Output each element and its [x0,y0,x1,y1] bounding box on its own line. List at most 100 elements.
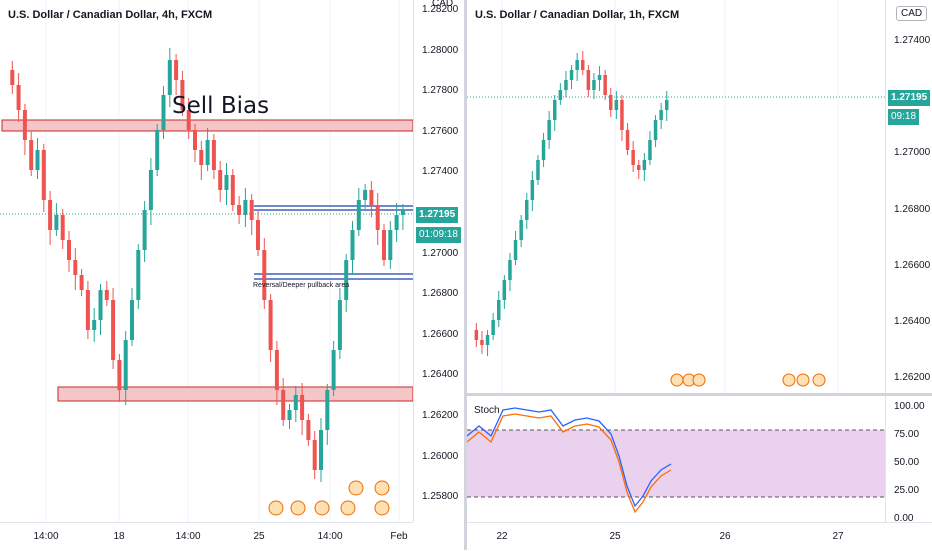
candle-body [186,110,191,130]
pane-divider[interactable] [464,0,467,550]
candle-body [230,175,235,205]
candle-body [148,170,153,210]
stoch-tick: 100.00 [894,401,925,412]
event-icon [796,373,810,387]
candle-body [155,130,160,170]
stoch-d-line [467,413,672,514]
left-time-axis[interactable]: 14:00 18 14:00 25 14:00 Feb [0,522,413,551]
candle-body [519,220,523,240]
candle-body [22,110,27,140]
time-tick: 14:00 [33,531,59,542]
candle-body [142,210,147,250]
price-tick: 1.26800 [894,203,931,215]
candle-body [502,280,507,300]
candle-body [491,320,495,335]
left-countdown: 01:09:18 [416,227,461,243]
price-tick: 1.25800 [422,491,459,503]
candle-body [312,440,317,470]
candle-body [79,275,84,290]
candle-body [375,205,380,230]
price-tick: 1.27400 [894,35,931,46]
candle-body [485,335,490,345]
candle-body [287,410,292,420]
candle-body [325,390,330,430]
candle-body [536,160,540,180]
right-price-axis[interactable]: CAD 1.274001.272001.270001.268001.266001… [885,0,932,393]
candle-body [193,130,197,150]
event-icon [782,373,796,387]
candle-body [363,190,368,200]
price-tick: 1.27800 [422,85,459,97]
candle-body [642,160,647,170]
candle-body [319,430,323,470]
event-icon [314,500,330,516]
candle-body [54,215,59,230]
price-tick: 1.28200 [422,4,459,15]
stoch-band [467,430,885,497]
candle-body [541,140,546,160]
candle-body [631,150,635,165]
stoch-tick: 25.00 [894,485,920,496]
candle-body [382,230,386,260]
candle-body [98,290,103,320]
candle-body [400,210,405,215]
stoch-axis[interactable]: 100.00 75.00 50.00 25.00 0.00 [885,396,932,524]
time-tick: Feb [390,531,408,542]
candle-body [625,130,630,150]
price-tick: 1.26400 [894,316,931,327]
candle-body [564,80,568,90]
price-tick: 1.26200 [422,410,459,421]
stoch-divider[interactable] [467,393,932,396]
right-time-axis[interactable]: 22 25 26 27 [467,522,932,551]
price-tick: 1.27000 [422,247,459,259]
support-zone [57,386,413,402]
candle-body [92,320,97,330]
candle-body [620,100,624,130]
candle-body [597,75,602,80]
candle-body [211,140,216,170]
candle-body [653,120,658,140]
candle-body [180,80,185,110]
candle-body [581,60,585,70]
left-chart-pane[interactable]: U.S. Dollar / Canadian Dollar, 4h, FXCM … [0,0,413,522]
right-candles-svg [467,0,885,393]
stoch-pane[interactable]: Stoch [467,396,885,522]
time-tick: 26 [719,531,731,542]
price-tick: 1.26200 [894,372,931,384]
candle-body [218,170,223,190]
left-last-price: 1.27195 [416,207,459,223]
candle-body [10,70,15,85]
candle-body [281,390,286,420]
candle-body [130,300,134,340]
candle-body [237,205,242,215]
event-icon [374,480,390,496]
price-tick: 1.27600 [422,125,459,137]
candle-body [136,250,141,300]
candle-body [306,420,311,440]
candle-body [35,150,40,170]
candle-body [337,300,342,350]
candle-body [394,215,399,230]
candle-body [293,395,298,410]
candle-body [592,80,596,90]
left-candles-svg [0,0,413,522]
right-currency-button[interactable]: CAD [896,6,928,21]
candle-body [67,240,71,260]
candle-body [344,260,349,300]
event-icon [348,480,364,496]
time-tick: 27 [832,531,844,542]
sell-bias-label: Sell Bias [172,93,270,119]
candle-body [665,100,669,110]
pullback-area-label: Reversal/Deeper pullback area [253,282,350,289]
right-countdown: 09:18 [888,109,920,125]
left-currency-label: CAD [432,0,454,9]
left-price-axis[interactable]: CAD 1.28200 1.28000 1.27800 1.27600 1.27400 1… [413,0,465,522]
candle-body [609,95,613,110]
event-icon [290,500,306,516]
price-tick: 1.26600 [422,328,459,340]
candle-body [569,70,574,80]
right-chart-pane[interactable]: U.S. Dollar / Canadian Dollar, 1h, FXCM [467,0,885,393]
candle-body [603,75,607,95]
candle-body [199,150,204,165]
candle-body [104,290,109,300]
